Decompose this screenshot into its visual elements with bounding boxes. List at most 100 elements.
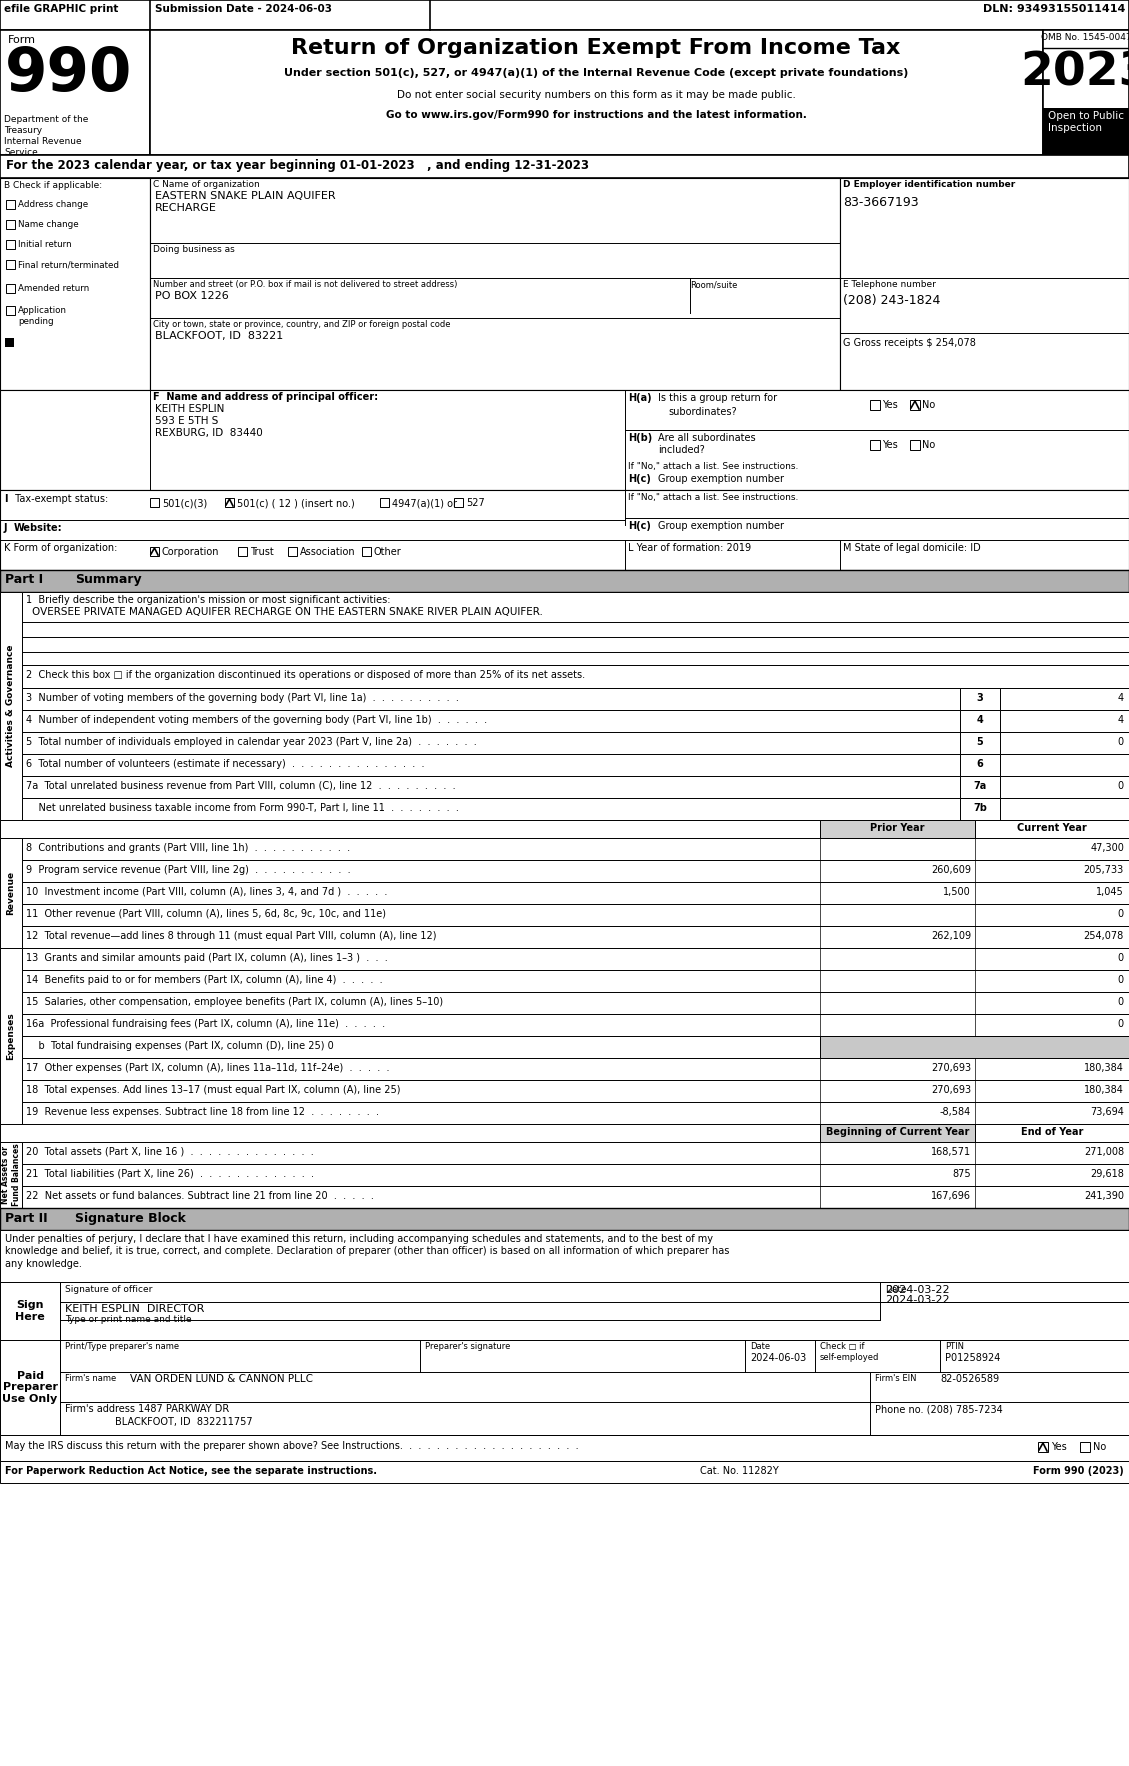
- Text: Are all subordinates: Are all subordinates: [658, 433, 755, 443]
- Text: 527: 527: [466, 498, 484, 509]
- Bar: [0, 1282, 1129, 1340]
- Text: KEITH ESPLIN  DIRECTOR: KEITH ESPLIN DIRECTOR: [65, 1303, 204, 1314]
- Text: 167,696: 167,696: [931, 1190, 971, 1201]
- Text: Amended return: Amended return: [18, 284, 89, 293]
- Text: 1,045: 1,045: [1096, 887, 1124, 897]
- Bar: [454, 498, 463, 507]
- Bar: [6, 200, 15, 208]
- Text: Check □ if
self-employed: Check □ if self-employed: [820, 1342, 879, 1362]
- Text: 3: 3: [977, 692, 983, 703]
- Bar: [21, 689, 1129, 710]
- Text: If "No," attach a list. See instructions.: If "No," attach a list. See instructions…: [628, 463, 798, 472]
- Text: subordinates?: subordinates?: [668, 406, 736, 417]
- Text: Association: Association: [300, 547, 356, 556]
- Bar: [1038, 1443, 1048, 1452]
- Bar: [0, 390, 1129, 489]
- Bar: [0, 0, 1129, 30]
- Text: 17  Other expenses (Part IX, column (A), lines 11a–11d, 11f–24e)  .  .  .  .  .: 17 Other expenses (Part IX, column (A), …: [26, 1063, 390, 1074]
- Bar: [21, 1102, 1129, 1123]
- Text: Application
pending: Application pending: [18, 306, 67, 327]
- Text: D Employer identification number: D Employer identification number: [843, 180, 1015, 189]
- Text: KEITH ESPLIN: KEITH ESPLIN: [155, 404, 225, 413]
- Bar: [910, 401, 920, 410]
- Text: OVERSEE PRIVATE MANAGED AQUIFER RECHARGE ON THE EASTERN SNAKE RIVER PLAIN AQUIFE: OVERSEE PRIVATE MANAGED AQUIFER RECHARGE…: [32, 608, 543, 616]
- Bar: [0, 1340, 60, 1436]
- Text: No: No: [1093, 1443, 1106, 1452]
- Text: 260,609: 260,609: [931, 865, 971, 874]
- Text: (208) 243-1824: (208) 243-1824: [843, 293, 940, 307]
- Bar: [960, 798, 1000, 819]
- Text: I: I: [5, 494, 8, 503]
- Text: 7b: 7b: [973, 804, 987, 812]
- Text: E Telephone number: E Telephone number: [843, 281, 936, 290]
- Bar: [5, 337, 14, 346]
- Text: REXBURG, ID  83440: REXBURG, ID 83440: [155, 427, 263, 438]
- Text: Is this a group return for: Is this a group return for: [658, 394, 777, 403]
- Bar: [0, 1208, 1129, 1229]
- Text: Net Assets or
Fund Balances: Net Assets or Fund Balances: [1, 1144, 20, 1206]
- Text: 271,008: 271,008: [1084, 1146, 1124, 1157]
- Bar: [0, 1229, 1129, 1282]
- Text: 262,109: 262,109: [931, 931, 971, 941]
- Text: 14  Benefits paid to or for members (Part IX, column (A), line 4)  .  .  .  .  .: 14 Benefits paid to or for members (Part…: [26, 975, 383, 985]
- Text: 20  Total assets (Part X, line 16 )  .  .  .  .  .  .  .  .  .  .  .  .  .  .: 20 Total assets (Part X, line 16 ) . . .…: [26, 1146, 314, 1157]
- Text: 83-3667193: 83-3667193: [843, 196, 919, 208]
- Bar: [21, 592, 1129, 666]
- Text: F  Name and address of principal officer:: F Name and address of principal officer:: [154, 392, 378, 403]
- Text: 7a: 7a: [973, 781, 987, 791]
- Text: 270,693: 270,693: [931, 1084, 971, 1095]
- Text: 0: 0: [1118, 975, 1124, 985]
- Bar: [6, 221, 15, 230]
- Text: B Check if applicable:: B Check if applicable:: [5, 180, 102, 191]
- Text: 19  Revenue less expenses. Subtract line 18 from line 12  .  .  .  .  .  .  .  .: 19 Revenue less expenses. Subtract line …: [26, 1107, 379, 1118]
- Text: 1,500: 1,500: [943, 887, 971, 897]
- Text: K Form of organization:: K Form of organization:: [5, 542, 117, 553]
- Text: Current Year: Current Year: [1017, 823, 1087, 834]
- Text: 22  Net assets or fund balances. Subtract line 21 from line 20  .  .  .  .  .: 22 Net assets or fund balances. Subtract…: [26, 1190, 374, 1201]
- Text: Return of Organization Exempt From Income Tax: Return of Organization Exempt From Incom…: [291, 39, 901, 58]
- Text: For the 2023 calendar year, or tax year beginning 01-01-2023   , and ending 12-3: For the 2023 calendar year, or tax year …: [6, 159, 589, 171]
- Bar: [150, 498, 159, 507]
- Bar: [820, 819, 975, 839]
- Text: VAN ORDEN LUND & CANNON PLLC: VAN ORDEN LUND & CANNON PLLC: [130, 1374, 313, 1385]
- Text: Other: Other: [374, 547, 402, 556]
- Bar: [0, 819, 1129, 839]
- Text: 0: 0: [1118, 954, 1124, 962]
- Text: OMB No. 1545-0047: OMB No. 1545-0047: [1041, 34, 1129, 42]
- Text: PTIN: PTIN: [945, 1342, 964, 1351]
- Text: Under penalties of perjury, I declare that I have examined this return, includin: Under penalties of perjury, I declare th…: [5, 1234, 729, 1268]
- Text: Beginning of Current Year: Beginning of Current Year: [825, 1127, 969, 1137]
- Bar: [21, 666, 1129, 689]
- Text: Website:: Website:: [14, 523, 62, 533]
- Bar: [21, 1081, 1129, 1102]
- Text: 0: 0: [1118, 998, 1124, 1007]
- Bar: [0, 30, 150, 155]
- Text: J: J: [5, 523, 8, 533]
- Text: H(a): H(a): [628, 394, 651, 403]
- Text: 7a  Total unrelated business revenue from Part VIII, column (C), line 12  .  .  : 7a Total unrelated business revenue from…: [26, 781, 456, 791]
- Bar: [0, 1123, 1129, 1143]
- Text: Number and street (or P.O. box if mail is not delivered to street address): Number and street (or P.O. box if mail i…: [154, 281, 457, 290]
- Bar: [21, 970, 1129, 992]
- Text: Yes: Yes: [882, 440, 898, 450]
- Text: 270,693: 270,693: [931, 1063, 971, 1074]
- Text: 10  Investment income (Part VIII, column (A), lines 3, 4, and 7d )  .  .  .  .  : 10 Investment income (Part VIII, column …: [26, 887, 387, 897]
- Bar: [288, 547, 297, 556]
- Text: 3  Number of voting members of the governing body (Part VI, line 1a)  .  .  .  .: 3 Number of voting members of the govern…: [26, 692, 458, 703]
- Text: Part II: Part II: [5, 1211, 47, 1226]
- Text: If "No," attach a list. See instructions.: If "No," attach a list. See instructions…: [628, 493, 798, 502]
- Text: H(c): H(c): [628, 473, 651, 484]
- Bar: [0, 592, 21, 819]
- Text: 21  Total liabilities (Part X, line 26)  .  .  .  .  .  .  .  .  .  .  .  .  .: 21 Total liabilities (Part X, line 26) .…: [26, 1169, 314, 1180]
- Bar: [21, 798, 1129, 819]
- Bar: [975, 819, 1129, 839]
- Text: 2023: 2023: [1021, 49, 1129, 95]
- Bar: [225, 498, 234, 507]
- Text: Signature of officer: Signature of officer: [65, 1286, 152, 1294]
- Text: Form 990 (2023): Form 990 (2023): [1033, 1466, 1124, 1476]
- Text: 205,733: 205,733: [1084, 865, 1124, 874]
- Text: Open to Public
Inspection: Open to Public Inspection: [1048, 111, 1124, 134]
- Bar: [150, 178, 840, 390]
- Text: 0: 0: [1118, 781, 1124, 791]
- Text: Type or print name and title: Type or print name and title: [65, 1316, 192, 1324]
